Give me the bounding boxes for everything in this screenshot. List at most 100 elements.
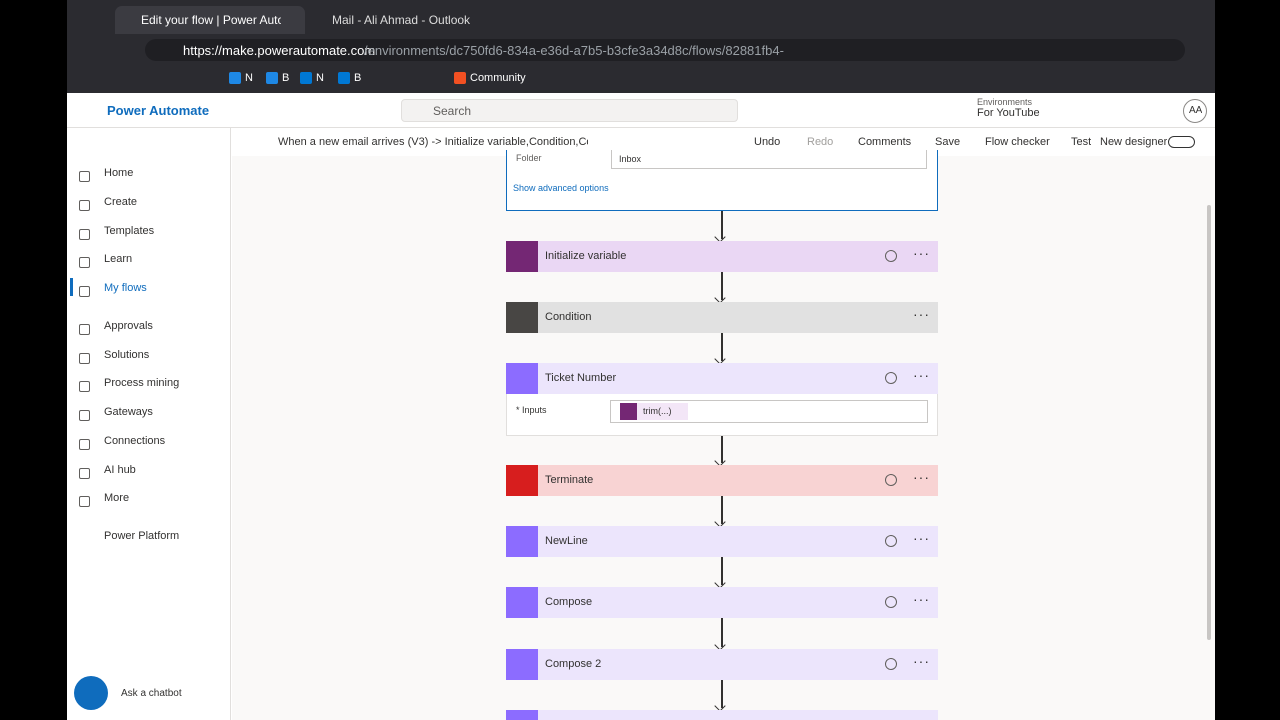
- step-header[interactable]: [506, 526, 938, 557]
- step-header[interactable]: [506, 649, 938, 680]
- active-tab[interactable]: [115, 6, 305, 34]
- bookmark[interactable]: N: [245, 72, 253, 84]
- step-title[interactable]: Ticket Number: [545, 372, 617, 384]
- step-header[interactable]: [506, 710, 938, 720]
- toolbar-action[interactable]: Comments: [858, 136, 912, 148]
- step-header[interactable]: [506, 587, 938, 618]
- token-icon: [620, 403, 637, 420]
- step-header[interactable]: [506, 241, 938, 272]
- step-header[interactable]: [506, 465, 938, 496]
- nav-icon[interactable]: [79, 410, 90, 421]
- more-menu[interactable]: ···: [913, 367, 930, 383]
- more-menu[interactable]: ···: [913, 306, 930, 322]
- connector: [721, 272, 723, 300]
- bookmark-icon[interactable]: [300, 72, 312, 84]
- nav-icon[interactable]: [79, 381, 90, 392]
- nav-item[interactable]: Approvals: [104, 320, 153, 332]
- nav-icon[interactable]: [79, 257, 90, 268]
- toolbar-action[interactable]: Flow checker: [985, 136, 1050, 148]
- step-icon: [506, 302, 538, 333]
- nav-item[interactable]: More: [104, 492, 130, 504]
- nav-icon[interactable]: [79, 353, 90, 364]
- bookmark[interactable]: N: [316, 72, 324, 84]
- nav-item[interactable]: Connections: [104, 435, 166, 447]
- help-icon[interactable]: [885, 535, 897, 547]
- more-menu[interactable]: ···: [913, 591, 930, 607]
- bookmark-icon[interactable]: [266, 72, 278, 84]
- nav-icon[interactable]: [79, 286, 90, 297]
- folder-input[interactable]: [611, 150, 927, 169]
- tab-title[interactable]: Mail - Ali Ahmad - Outlook: [332, 13, 471, 27]
- toolbar-action[interactable]: New designer: [1100, 136, 1168, 148]
- help-icon[interactable]: [885, 474, 897, 486]
- nav-icon[interactable]: [79, 200, 90, 211]
- connector: [721, 680, 723, 708]
- bookmark-icon[interactable]: [454, 72, 466, 84]
- nav-item[interactable]: Learn: [104, 253, 133, 265]
- bookmark[interactable]: Community: [470, 72, 526, 84]
- toolbar-action[interactable]: Save: [935, 136, 961, 148]
- step-icon: [506, 465, 538, 496]
- nav-item[interactable]: AI hub: [104, 464, 136, 476]
- nav-icon[interactable]: [79, 324, 90, 335]
- nav-item[interactable]: Gateways: [104, 406, 153, 418]
- nav-icon[interactable]: [79, 496, 90, 507]
- app-name[interactable]: Power Automate: [107, 103, 210, 118]
- url-host[interactable]: https://make.powerautomate.com: [183, 43, 376, 58]
- bookmark[interactable]: B: [282, 72, 290, 84]
- nav-footer[interactable]: Power Platform: [104, 530, 180, 542]
- scrollbar[interactable]: [1207, 205, 1211, 640]
- nav-item[interactable]: Process mining: [104, 377, 180, 389]
- connector: [721, 557, 723, 585]
- nav-icon[interactable]: [79, 439, 90, 450]
- nav-icon[interactable]: [79, 171, 90, 182]
- nav-icon[interactable]: [79, 468, 90, 479]
- step-title[interactable]: Condition: [545, 311, 592, 323]
- nav-item[interactable]: Home: [104, 167, 134, 179]
- step-title[interactable]: Compose: [545, 596, 593, 608]
- avatar-text[interactable]: AA: [1189, 105, 1203, 116]
- help-icon[interactable]: [885, 372, 897, 384]
- url-path[interactable]: /environments/dc750fd6-834a-e36d-a7b5-b3…: [364, 43, 784, 58]
- step-title[interactable]: Compose 2: [545, 658, 602, 670]
- more-menu[interactable]: ···: [913, 469, 930, 485]
- step-header[interactable]: [506, 302, 938, 333]
- env-name[interactable]: For YouTube: [977, 107, 1040, 119]
- token[interactable]: [620, 403, 688, 420]
- nav-item[interactable]: Create: [104, 196, 138, 208]
- nav-item[interactable]: Templates: [104, 225, 155, 237]
- address-bar[interactable]: [145, 39, 1185, 61]
- connector: [721, 618, 723, 647]
- field-label: Folder: [516, 153, 542, 163]
- tab-title[interactable]: Edit your flow | Power Automate: [141, 13, 281, 27]
- step-title[interactable]: Initialize variable: [545, 250, 627, 262]
- chatbot-label[interactable]: Ask a chatbot: [121, 688, 182, 699]
- connector: [721, 211, 723, 239]
- step-icon: [506, 526, 538, 557]
- more-menu[interactable]: ···: [913, 530, 930, 546]
- toolbar-action[interactable]: Test: [1071, 136, 1092, 148]
- help-icon[interactable]: [885, 250, 897, 262]
- search-placeholder[interactable]: Search: [433, 104, 472, 118]
- chatbot-button[interactable]: [74, 676, 108, 710]
- step-header[interactable]: [506, 363, 938, 394]
- more-menu[interactable]: ···: [913, 245, 930, 261]
- toolbar-action[interactable]: Undo: [754, 136, 781, 148]
- more-menu[interactable]: ···: [913, 653, 930, 669]
- bookmark-icon[interactable]: [338, 72, 350, 84]
- advanced-link[interactable]: Show advanced options: [513, 183, 609, 193]
- help-icon[interactable]: [885, 658, 897, 670]
- connector: [721, 436, 723, 463]
- inputs-field[interactable]: [610, 400, 928, 423]
- nav-item[interactable]: My flows: [104, 282, 147, 294]
- step-title[interactable]: NewLine: [545, 535, 588, 547]
- search-box[interactable]: [401, 99, 738, 122]
- toggle[interactable]: [1168, 136, 1195, 148]
- help-icon[interactable]: [885, 596, 897, 608]
- bookmark[interactable]: B: [354, 72, 362, 84]
- avatar[interactable]: [1183, 99, 1207, 123]
- nav-item[interactable]: Solutions: [104, 349, 150, 361]
- nav-icon[interactable]: [79, 229, 90, 240]
- step-title[interactable]: Terminate: [545, 474, 594, 486]
- bookmark-icon[interactable]: [229, 72, 241, 84]
